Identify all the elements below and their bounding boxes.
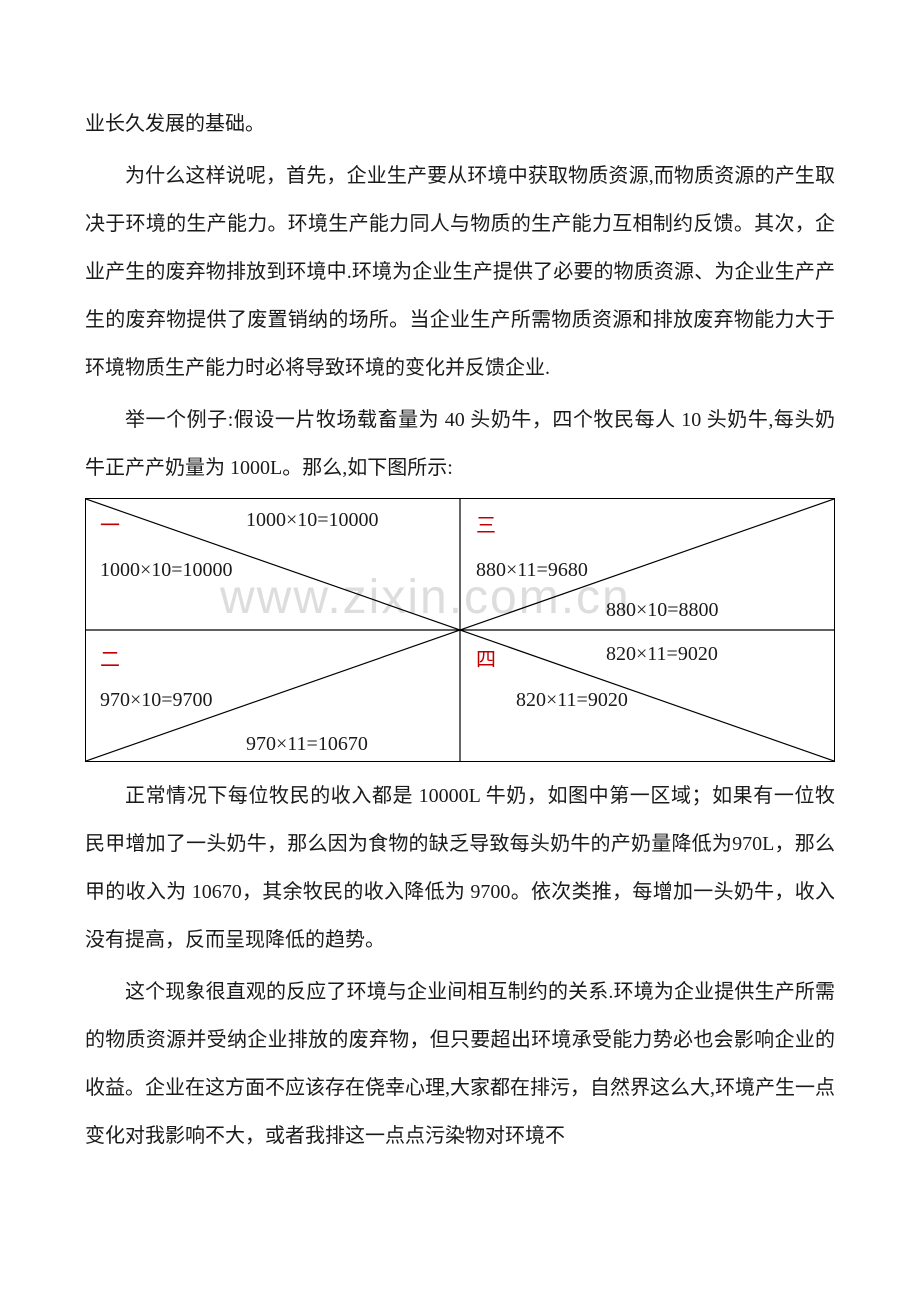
document-body: 业长久发展的基础。 为什么这样说呢，首先，企业生产要从环境中获取物质资源,而物质…	[85, 100, 835, 1160]
paragraph-4: 这个现象很直观的反应了环境与企业间相互制约的关系.环境为企业提供生产所需的物质资…	[85, 968, 835, 1160]
diagram-lines	[86, 499, 834, 761]
q1-label: 一	[100, 509, 120, 538]
q4-eq-top: 820×11=9020	[606, 643, 718, 666]
paragraph-1: 为什么这样说呢，首先，企业生产要从环境中获取物质资源,而物质资源的产生取决于环境…	[85, 152, 835, 392]
q2-label: 二	[100, 643, 120, 672]
q1-eq-top: 1000×10=10000	[246, 509, 379, 532]
q3-eq-right: 880×10=8800	[606, 599, 719, 622]
q2-eq-left: 970×10=9700	[100, 689, 213, 712]
paragraph-0: 业长久发展的基础。	[85, 100, 835, 148]
q1-eq-left: 1000×10=10000	[100, 559, 233, 582]
pasture-diagram: 一 1000×10=10000 1000×10=10000 三 880×11=9…	[85, 498, 835, 762]
paragraph-3: 正常情况下每位牧民的收入都是 10000L 牛奶，如图中第一区域；如果有一位牧民…	[85, 772, 835, 964]
q3-eq-top: 880×11=9680	[476, 559, 588, 582]
paragraph-2: 举一个例子:假设一片牧场载畜量为 40 头奶牛，四个牧民每人 10 头奶牛,每头…	[85, 396, 835, 492]
q3-label: 三	[476, 509, 496, 538]
q2-eq-bottom: 970×11=10670	[246, 733, 368, 756]
q4-label: 四	[476, 643, 496, 672]
q4-eq-mid: 820×11=9020	[516, 689, 628, 712]
